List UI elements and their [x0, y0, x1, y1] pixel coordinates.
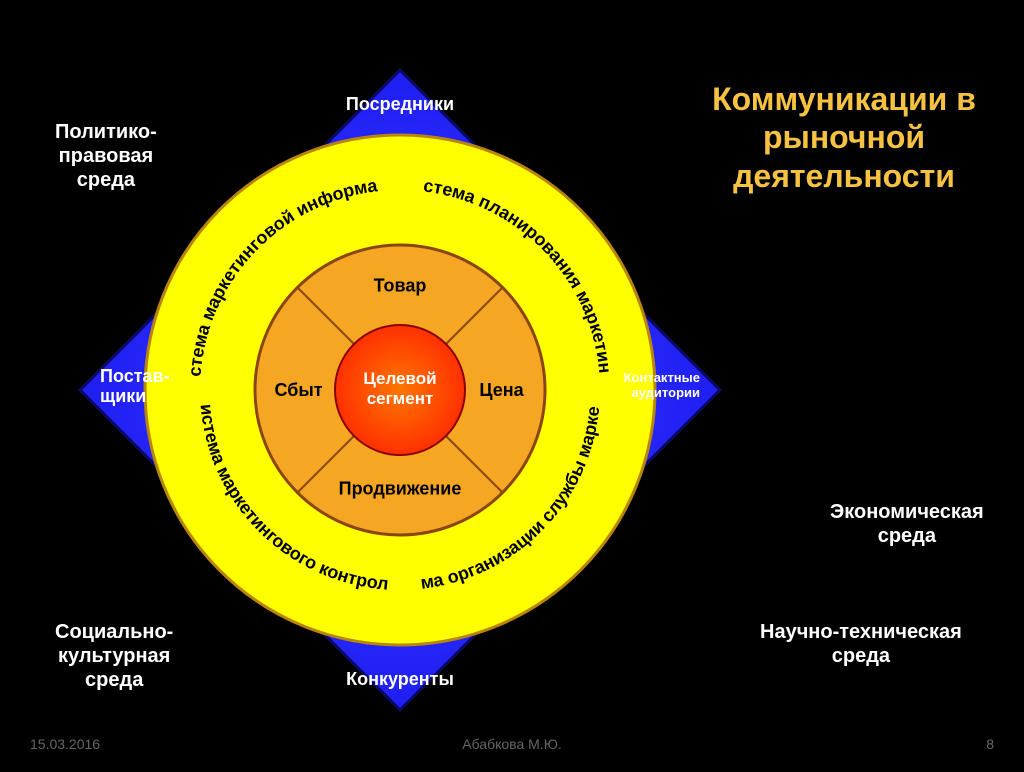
footer-author: Абабкова М.Ю.: [462, 736, 561, 752]
corner-top-left: Политико-правоваясреда: [55, 120, 157, 192]
svg-text:Контактныеаудитории: Контактныеаудитории: [624, 370, 700, 400]
svg-text:Товар: Товар: [374, 275, 427, 295]
footer-date: 15.03.2016: [30, 736, 100, 752]
svg-text:Продвижение: Продвижение: [339, 478, 462, 498]
footer-page: 8: [986, 736, 994, 752]
corner-right-mid: Экономическаясреда: [830, 500, 984, 548]
svg-text:Посредники: Посредники: [346, 94, 454, 114]
slide-title: Коммуникации в рыночной деятельности: [694, 80, 994, 195]
svg-text:Целевойсегмент: Целевойсегмент: [363, 369, 436, 408]
svg-text:Сбыт: Сбыт: [274, 380, 322, 400]
svg-text:Цена: Цена: [479, 380, 524, 400]
svg-text:Конкуренты: Конкуренты: [346, 669, 454, 689]
corner-bottom-right: Научно-техническаясреда: [760, 620, 962, 668]
corner-bottom-left: Социально-культурнаясреда: [55, 620, 173, 692]
